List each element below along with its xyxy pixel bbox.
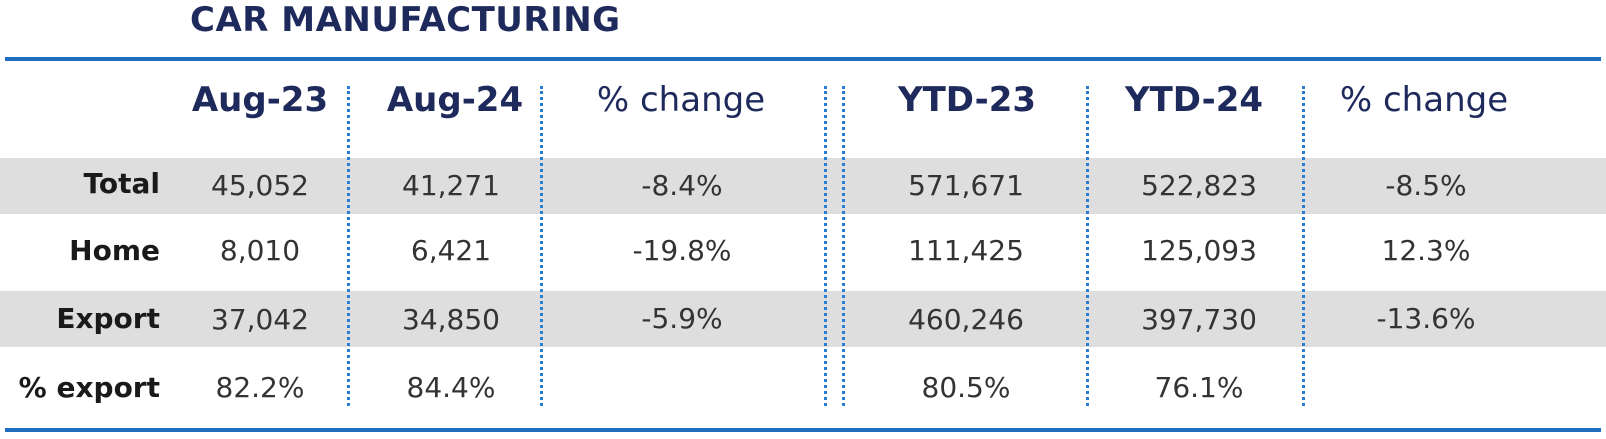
row-label-pct-export: % export <box>18 371 160 404</box>
table-cell: 34,850 <box>402 303 500 336</box>
table-cell: 111,425 <box>908 234 1024 267</box>
row-label-total: Total <box>83 167 161 200</box>
table-cell: 12.3% <box>1381 234 1471 267</box>
table-cell: 8,010 <box>219 234 301 267</box>
column-header-pct-change-month: % change <box>596 80 766 120</box>
table-cell: 522,823 <box>1141 169 1257 202</box>
row-band-export <box>0 291 1606 347</box>
column-header-aug-24: Aug-24 <box>386 80 524 120</box>
column-divider <box>347 86 350 406</box>
column-divider <box>1302 86 1305 406</box>
table-cell: 397,730 <box>1141 303 1257 336</box>
table-cell: 76.1% <box>1154 371 1244 404</box>
table-cell: 80.5% <box>921 371 1011 404</box>
column-divider <box>842 86 845 406</box>
column-divider <box>540 86 543 406</box>
table-cell: -8.5% <box>1385 169 1467 202</box>
row-label-export: Export <box>56 302 160 335</box>
column-divider <box>824 86 827 406</box>
table-cell: -13.6% <box>1376 302 1476 335</box>
column-header-ytd-23: YTD-23 <box>897 80 1037 120</box>
column-header-ytd-24: YTD-24 <box>1124 80 1264 120</box>
table-title: CAR MANUFACTURING <box>190 0 621 40</box>
table-cell: 84.4% <box>406 371 496 404</box>
column-header-pct-change-ytd: % change <box>1339 80 1509 120</box>
table-cell: 125,093 <box>1141 234 1257 267</box>
table-cell: -19.8% <box>632 234 732 267</box>
bottom-rule <box>5 428 1601 432</box>
table-cell: 460,246 <box>908 303 1024 336</box>
table-cell: 45,052 <box>211 169 309 202</box>
table-cell: 41,271 <box>402 169 500 202</box>
row-band-total <box>0 158 1606 214</box>
row-label-home: Home <box>69 234 160 267</box>
top-rule <box>5 57 1601 61</box>
table-cell: -5.9% <box>641 302 723 335</box>
table-cell: -8.4% <box>641 169 723 202</box>
table-cell: 37,042 <box>211 303 309 336</box>
table-cell: 6,421 <box>410 234 492 267</box>
column-divider <box>1086 86 1089 406</box>
table-cell: 571,671 <box>908 169 1024 202</box>
table-cell: 82.2% <box>215 371 305 404</box>
column-header-aug-23: Aug-23 <box>191 80 329 120</box>
